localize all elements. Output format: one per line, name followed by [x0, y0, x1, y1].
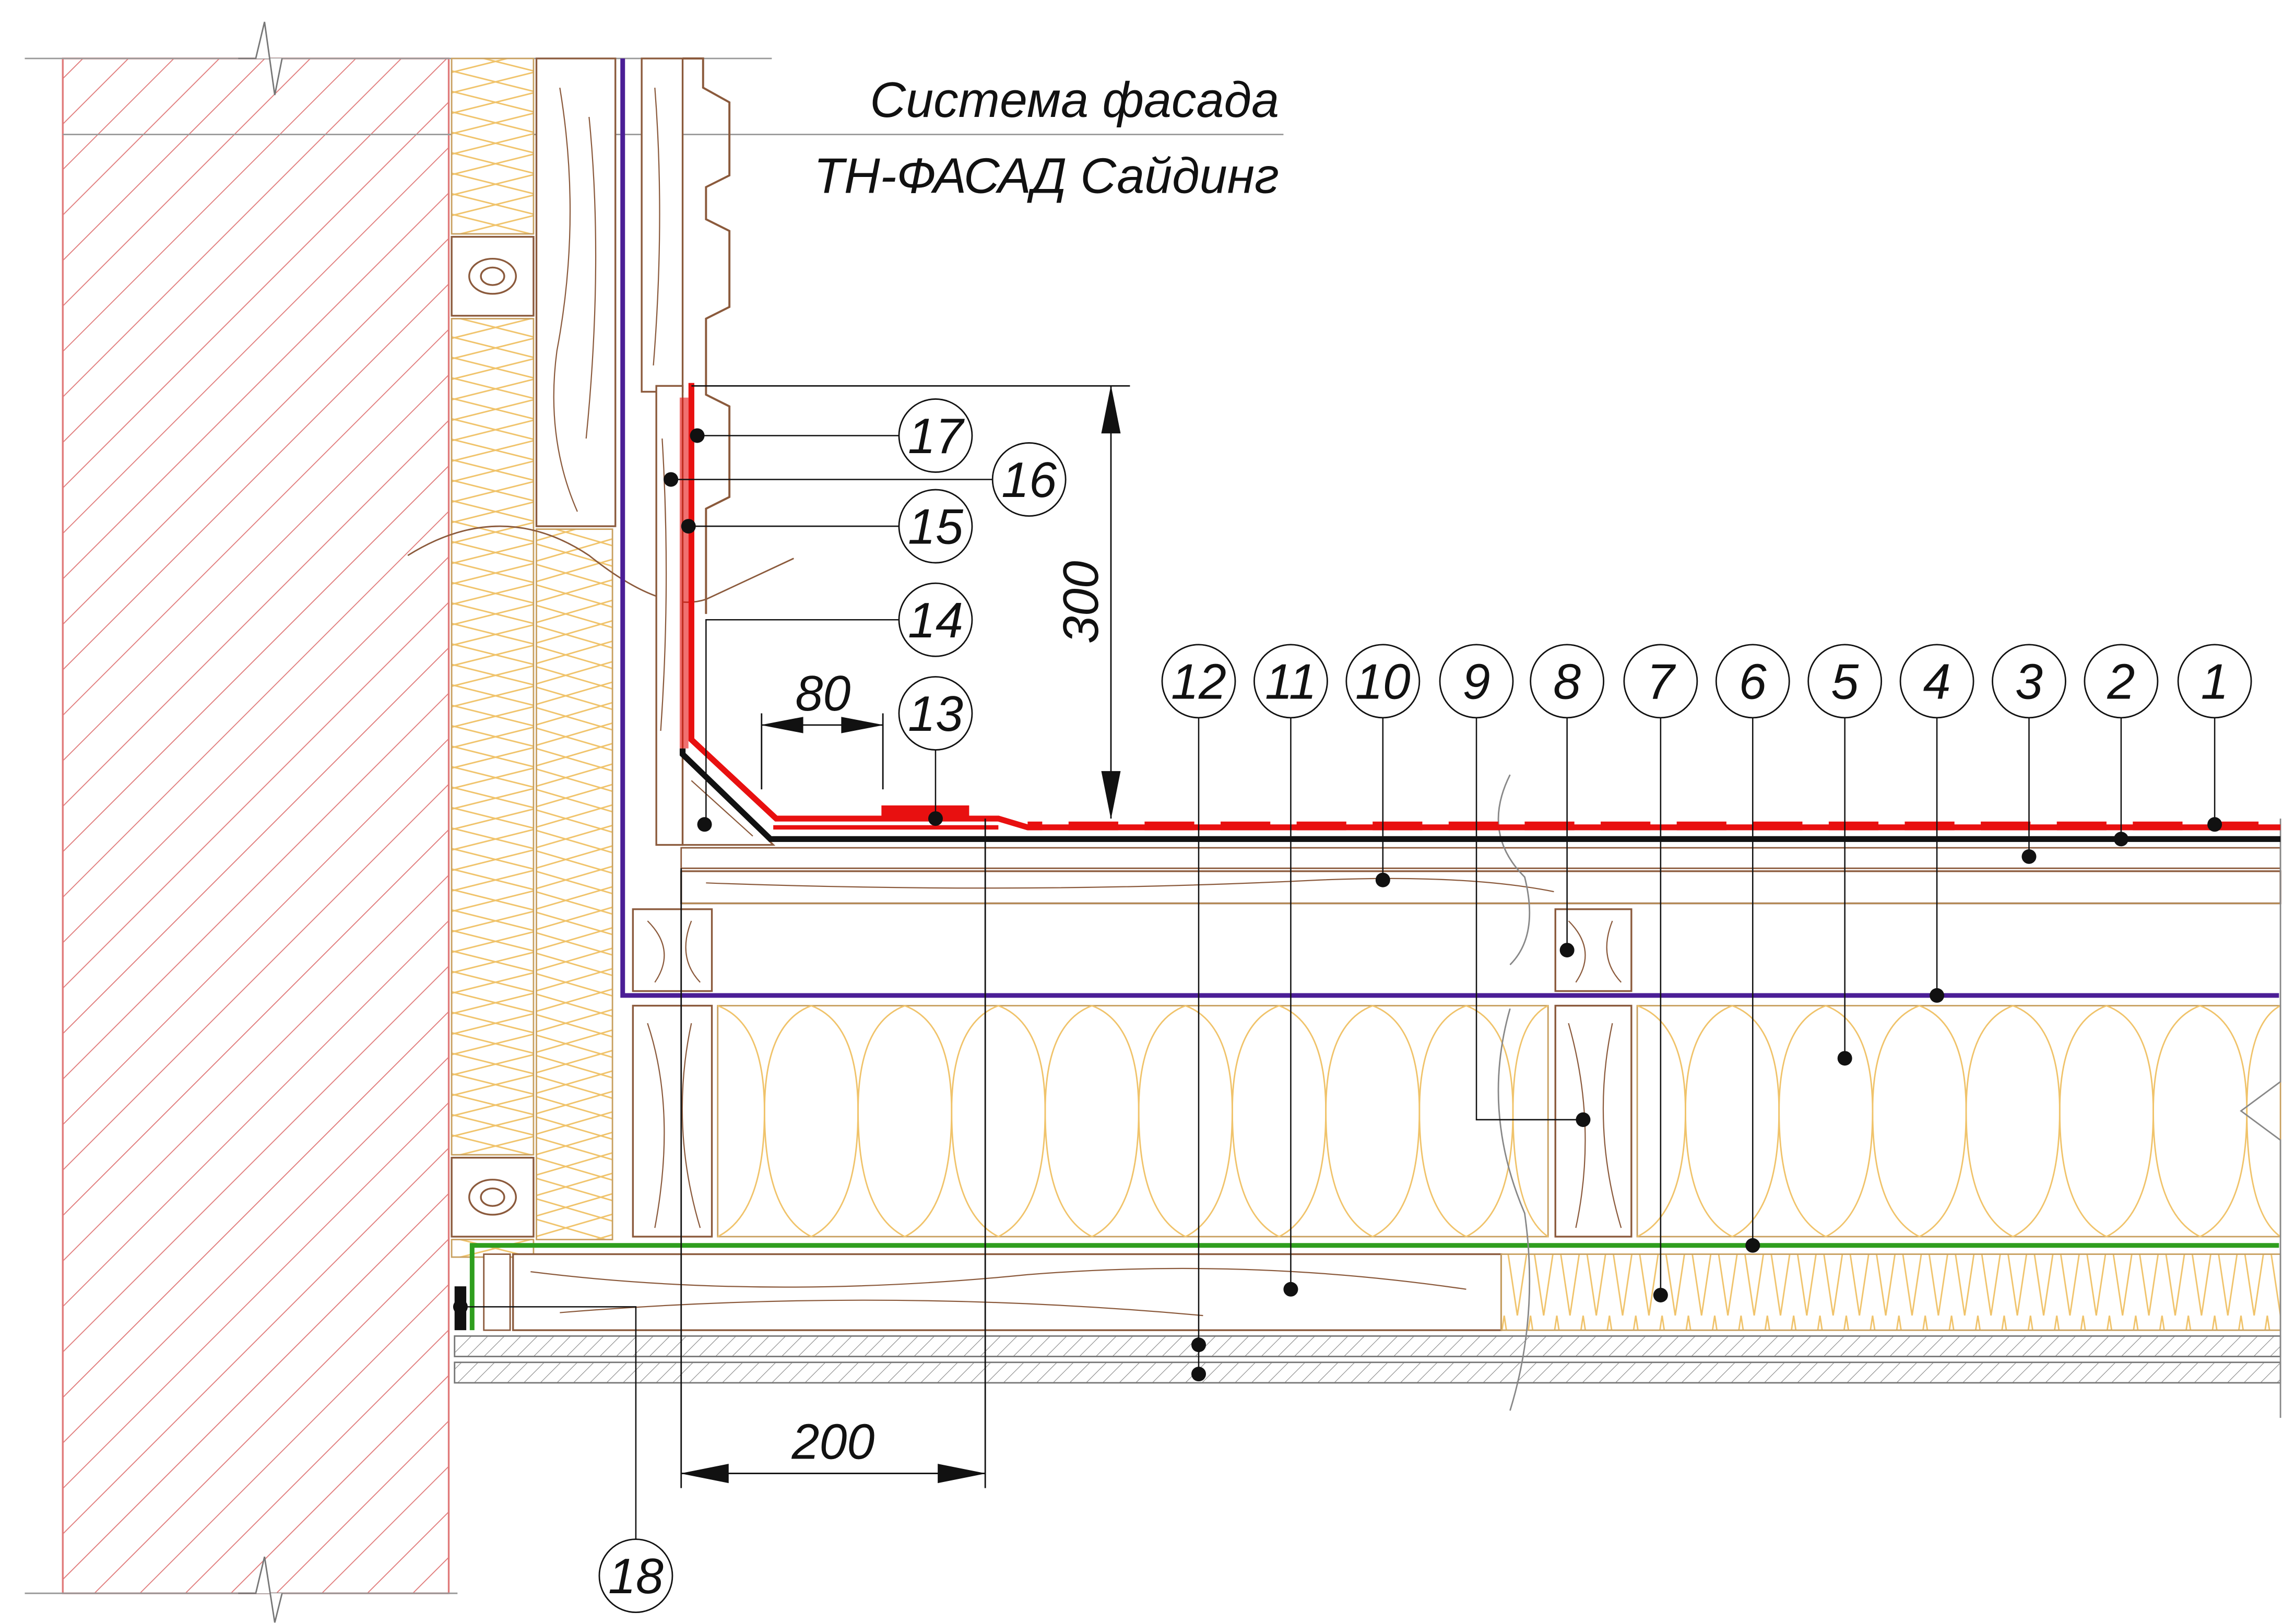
- callout-1: 1: [2201, 654, 2229, 709]
- title-line-2: ТН-ФАСАД Сайдинг: [814, 149, 1279, 204]
- callout-18: 18: [608, 1549, 664, 1604]
- callout-10: 10: [1355, 654, 1411, 709]
- dimension-300: 300: [1054, 561, 1109, 644]
- break-lines: [1497, 774, 2281, 1418]
- timber-sections: [632, 908, 1632, 1238]
- callout-16: 16: [1001, 453, 1057, 508]
- roof-deck: [680, 847, 2281, 905]
- dimension-lines: [680, 385, 1130, 1488]
- callout-11: 11: [1265, 654, 1317, 709]
- subfloor-layer: [483, 1253, 2281, 1331]
- roof-insulation: [717, 1005, 2281, 1238]
- callout-7: 7: [1647, 654, 1676, 709]
- callout-14: 14: [908, 593, 963, 648]
- leader-dots: [453, 428, 2222, 1382]
- dimension-80: 80: [795, 666, 850, 721]
- callout-12: 12: [1171, 654, 1226, 709]
- callout-9: 9: [1463, 654, 1490, 709]
- callout-15: 15: [908, 500, 964, 555]
- callout-13: 13: [908, 686, 963, 742]
- green-membrane-line: [469, 1243, 2279, 1331]
- facade-timber-bars: [451, 57, 617, 1238]
- leader-lines: [460, 435, 2216, 1547]
- roof-membrane: [679, 383, 2281, 842]
- title-line-1: Система фасада: [870, 73, 1279, 128]
- callout-2: 2: [2107, 654, 2135, 709]
- callout-5: 5: [1831, 654, 1859, 709]
- vapor-barrier-line: [620, 58, 2279, 998]
- parapet-upstand: [655, 385, 776, 846]
- callout-3: 3: [2015, 654, 2043, 709]
- facade-insulation: [451, 57, 613, 1258]
- dimension-200: 200: [791, 1415, 875, 1470]
- callout-8: 8: [1553, 654, 1581, 709]
- callout-4: 4: [1923, 654, 1951, 709]
- callout-circles: [598, 398, 2252, 1613]
- siding-profile: [407, 57, 794, 614]
- callout-17: 17: [908, 409, 965, 464]
- callout-6: 6: [1739, 654, 1767, 709]
